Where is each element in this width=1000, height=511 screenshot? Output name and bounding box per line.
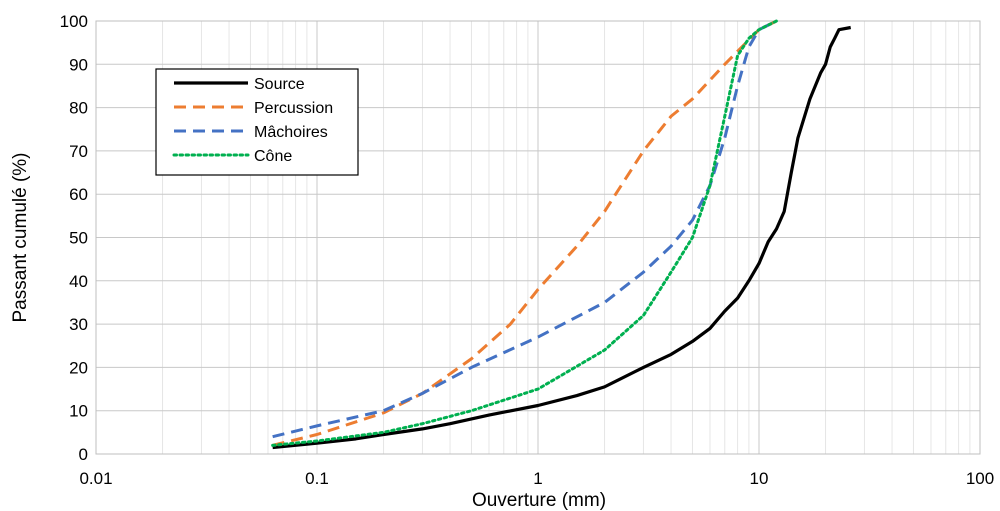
legend-label-3: Cône [254, 148, 292, 165]
y-tick-label: 20 [69, 358, 88, 377]
legend-label-1: Percussion [254, 100, 333, 117]
y-tick-label: 60 [69, 185, 88, 204]
series-line-0 [272, 25, 851, 450]
y-tick-label: 50 [69, 229, 88, 248]
y-tick-label: 0 [79, 445, 88, 464]
x-tick-label: 1 [533, 469, 542, 488]
series-line-2 [272, 19, 778, 439]
y-tick-label: 100 [60, 12, 88, 31]
series-line-1 [272, 19, 778, 447]
legend-label-0: Source [254, 76, 305, 93]
y-tick-label: 70 [69, 142, 88, 161]
x-tick-label: 10 [750, 469, 769, 488]
y-tick-labels: 0 10 20 30 40 50 60 70 80 90 100 [60, 12, 88, 464]
x-tick-labels: 0.01 0.1 1 10 100 [79, 469, 994, 488]
legend: Source Percussion Mâchoires Cône [155, 68, 359, 176]
y-tick-label: 30 [69, 315, 88, 334]
legend-label-2: Mâchoires [254, 124, 328, 141]
plot-frame [95, 20, 981, 455]
series-line-3 [271, 19, 778, 447]
x-tick-label: 100 [966, 469, 994, 488]
series-lines [271, 19, 851, 450]
x-axis-title: Ouverture (mm) [472, 490, 606, 511]
x-tick-label: 0.1 [305, 469, 329, 488]
y-tick-label: 10 [69, 402, 88, 421]
x-tick-label: 0.01 [79, 469, 112, 488]
y-tick-label: 90 [69, 55, 88, 74]
y-axis-title: Passant cumulé (%) [10, 152, 31, 322]
legend-box [155, 68, 359, 176]
y-tick-label: 80 [69, 99, 88, 118]
y-tick-label: 40 [69, 272, 88, 291]
